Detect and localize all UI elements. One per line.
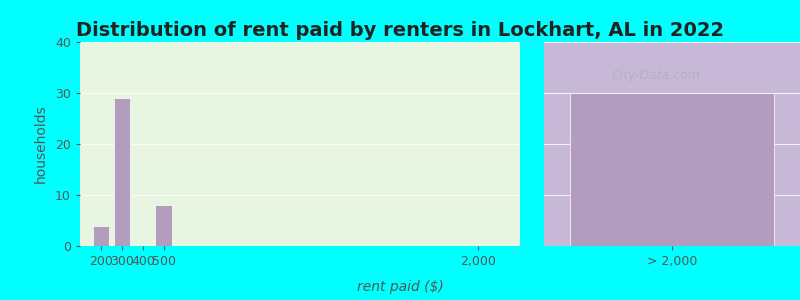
- Bar: [114, 98, 130, 246]
- Bar: [155, 205, 172, 246]
- Text: City-Data.com: City-Data.com: [611, 68, 701, 82]
- Text: Distribution of rent paid by renters in Lockhart, AL in 2022: Distribution of rent paid by renters in …: [76, 21, 724, 40]
- Y-axis label: households: households: [34, 105, 48, 183]
- Bar: [93, 226, 110, 246]
- Text: rent paid ($): rent paid ($): [357, 280, 443, 294]
- Bar: [570, 93, 774, 246]
